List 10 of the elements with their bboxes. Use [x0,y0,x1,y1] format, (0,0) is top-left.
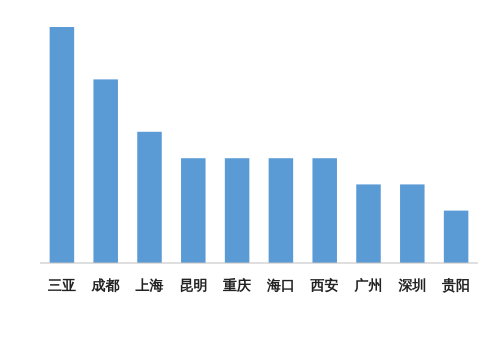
x-tick-label: 重庆 [222,277,252,294]
x-tick-label: 海口 [266,278,295,294]
x-tick-label: 昆明 [179,278,208,294]
x-tick-label: 西安 [310,277,339,294]
x-tick-label: 成都 [90,278,120,294]
x-tick-label: 贵阳 [441,278,470,294]
x-tick-label: 上海 [134,278,164,294]
x-tick-label: 三亚 [48,278,76,294]
x-tick-label: 广州 [354,277,382,294]
x-tick-label: 深圳 [397,278,426,294]
